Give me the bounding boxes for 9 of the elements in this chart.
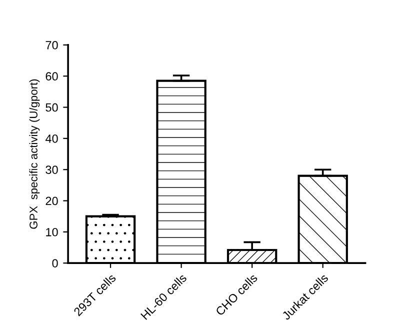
y-tick-label: 70 xyxy=(46,40,58,50)
y-tick-label: 40 xyxy=(45,134,58,143)
y-tick-label: 10 xyxy=(46,228,58,236)
y-tick-label: 0 xyxy=(52,259,58,268)
y-tick-label: 30 xyxy=(46,166,58,174)
y-tick-label: 50 xyxy=(46,103,58,112)
y-tick-label: 60 xyxy=(46,72,58,81)
y-axis-title: GPX specific activity (U/gport) xyxy=(29,79,40,229)
y-tick-label: 20 xyxy=(46,196,58,206)
